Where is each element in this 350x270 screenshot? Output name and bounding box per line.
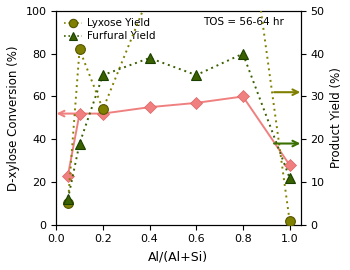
- Y-axis label: D-xylose Conversion (%): D-xylose Conversion (%): [7, 45, 20, 191]
- Legend: Lyxose Yield, Furfural Yield: Lyxose Yield, Furfural Yield: [62, 16, 158, 43]
- Y-axis label: Product Yield (%): Product Yield (%): [330, 68, 343, 168]
- X-axis label: Al/(Al+Si): Al/(Al+Si): [148, 250, 209, 263]
- Text: TOS = 56-64 hr: TOS = 56-64 hr: [203, 17, 284, 27]
